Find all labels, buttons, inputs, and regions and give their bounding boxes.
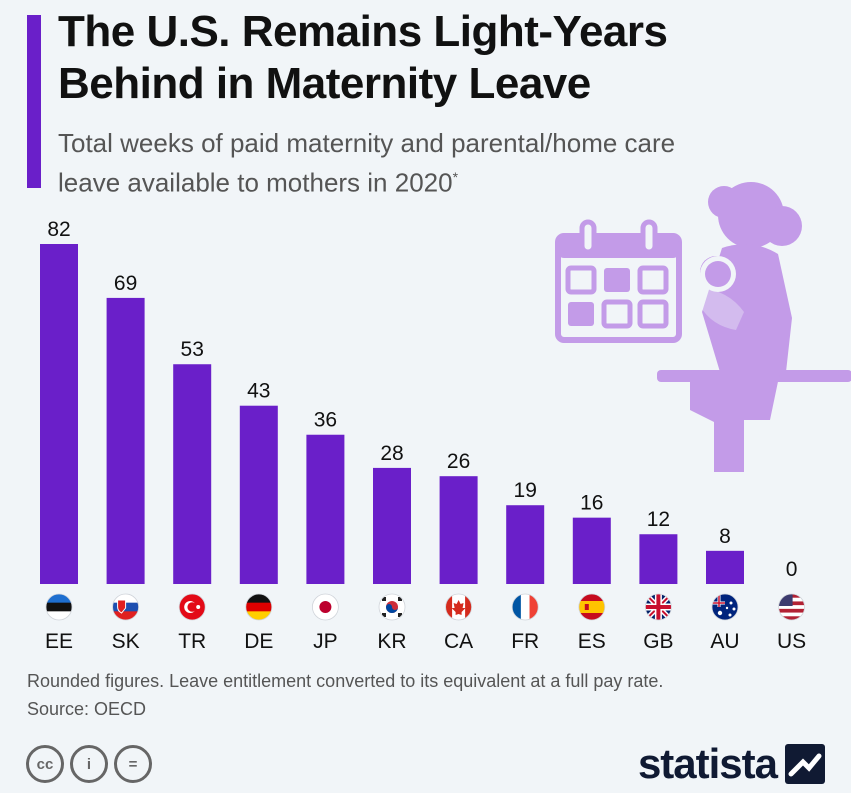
flag-outline <box>445 593 473 621</box>
flag-de-icon <box>245 594 272 620</box>
statista-logo[interactable]: statista <box>638 742 825 786</box>
tick-label-fr: FR <box>511 630 539 653</box>
tick-label-kr: KR <box>377 630 406 653</box>
logo-mark-icon <box>785 744 825 784</box>
data-label-ee: 82 <box>47 218 70 241</box>
bar-tr <box>173 364 212 584</box>
flag-outline <box>112 593 139 621</box>
flag-ca-icon <box>445 594 472 620</box>
tick-label-sk: SK <box>112 630 140 653</box>
person-icon[interactable]: i <box>70 745 108 783</box>
flag-ee-icon <box>46 594 72 620</box>
equals-icon[interactable]: = <box>114 745 152 783</box>
flag-outline <box>511 593 539 621</box>
flag-kr-icon <box>379 594 405 620</box>
tick-label-jp: JP <box>313 630 338 653</box>
bar-chart: 82 EE 69 SK 53 TR 43 DE 36 JP 28 KR 26 CA 19 FR 16 ES 12 GB… <box>40 182 851 653</box>
flag-tr-icon <box>179 594 206 620</box>
chart-subtitle: Total weeks of paid maternity and parent… <box>58 126 818 200</box>
footnote: Rounded figures. Leave entitlement conve… <box>27 667 663 723</box>
tick-label-us: US <box>777 630 806 653</box>
data-label-au: 8 <box>719 525 731 548</box>
bar-sk <box>106 297 145 584</box>
tick-label-es: ES <box>578 630 606 653</box>
flag-outline <box>645 593 672 621</box>
bar-gb <box>639 534 678 584</box>
data-label-de: 43 <box>247 380 270 403</box>
subtitle-asterisk: * <box>452 169 459 185</box>
bar-fr <box>506 505 545 584</box>
bar-jp <box>306 434 345 584</box>
flag-jp-icon <box>312 594 339 620</box>
data-label-kr: 28 <box>380 442 403 465</box>
flag-outline <box>245 593 273 621</box>
flag-es-icon <box>578 594 605 620</box>
flag-fr-icon <box>512 594 539 620</box>
subtitle-line-2: leave available to mothers in 2020 <box>58 167 453 198</box>
title-line-2: Behind in Maternity Leave <box>58 59 591 108</box>
flag-gb-icon <box>645 594 672 620</box>
bar-kr <box>373 467 411 584</box>
accent-bar <box>27 15 41 188</box>
logo-text: statista <box>637 740 778 787</box>
flag-au-icon <box>712 594 738 620</box>
cc-icon[interactable]: cc <box>26 745 64 783</box>
calendar-icon <box>555 219 682 343</box>
subtitle-line-1: Total weeks of paid maternity and parent… <box>58 128 676 158</box>
tick-label-tr: TR <box>178 630 206 653</box>
tick-label-de: DE <box>244 630 273 653</box>
data-label-es: 16 <box>580 492 603 515</box>
tick-label-au: AU <box>710 630 739 653</box>
bar-ee <box>40 244 78 584</box>
data-label-gb: 12 <box>647 508 670 531</box>
data-label-fr: 19 <box>514 479 537 502</box>
bar-es <box>572 517 611 584</box>
flag-outline <box>711 593 739 621</box>
data-label-us: 0 <box>786 558 798 581</box>
footnote-line-1: Rounded figures. Leave entitlement conve… <box>27 671 664 691</box>
flag-outline <box>311 593 339 621</box>
title-line-1: The U.S. Remains Light-Years <box>58 7 668 56</box>
chart-title: The U.S. Remains Light-Years Behind in M… <box>58 6 838 110</box>
flag-sk-icon <box>112 594 139 620</box>
data-label-sk: 69 <box>114 272 137 295</box>
bar-ca <box>439 476 478 584</box>
flag-outline <box>778 593 805 621</box>
tick-label-ca: CA <box>444 630 473 653</box>
flag-outline <box>378 593 406 621</box>
data-label-jp: 36 <box>314 409 337 432</box>
flag-outline <box>45 593 73 621</box>
bar-au <box>706 550 744 584</box>
tick-label-ee: EE <box>45 630 73 653</box>
data-label-tr: 53 <box>181 338 204 361</box>
source-line: Source: OECD <box>27 699 147 719</box>
mother-with-baby-icon <box>657 182 851 472</box>
bar-de <box>239 405 278 584</box>
flag-outline <box>578 593 606 621</box>
mother-with-baby-calendar-illustration <box>555 182 851 472</box>
flag-outline <box>178 593 206 621</box>
data-label-ca: 26 <box>447 450 470 473</box>
tick-label-gb: GB <box>643 630 673 653</box>
license-icons: cc i = <box>26 745 152 783</box>
